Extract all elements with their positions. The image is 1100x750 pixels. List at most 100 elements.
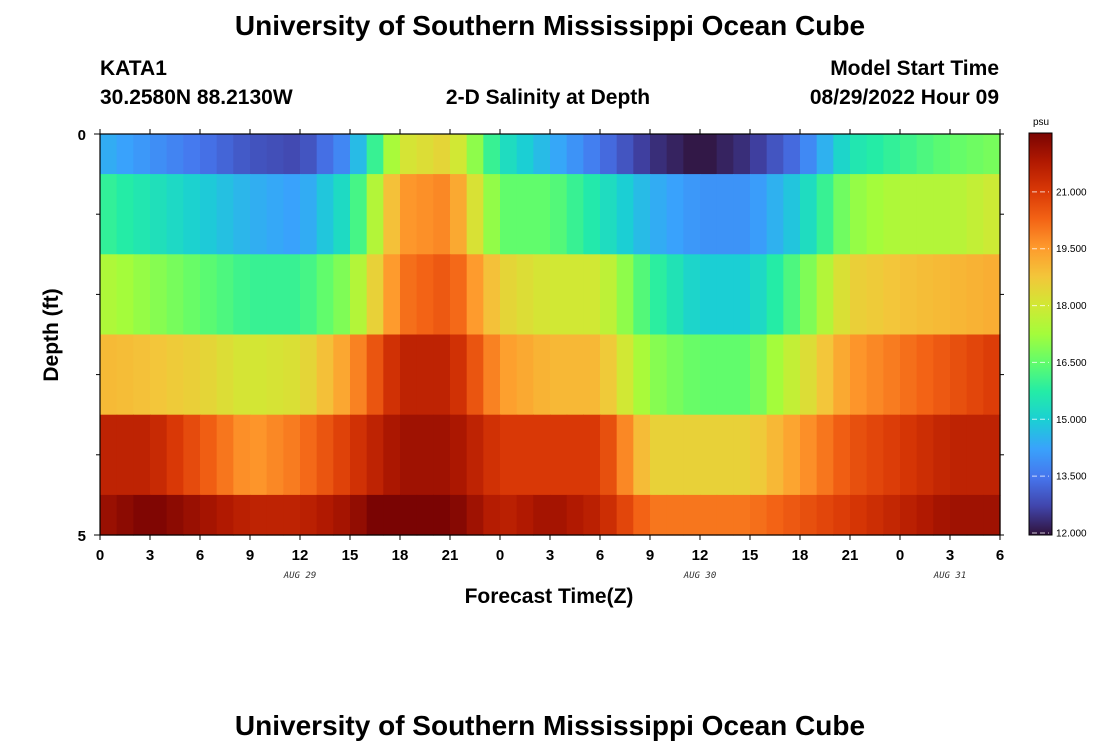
heatmap-cell	[933, 414, 951, 496]
heatmap-cell	[450, 134, 468, 175]
heatmap-cell	[533, 174, 551, 255]
heatmap-cell	[700, 334, 718, 416]
heatmap-cell	[833, 494, 851, 536]
heatmap-cell	[500, 494, 518, 536]
heatmap-cell	[166, 134, 184, 175]
heatmap-cell	[183, 174, 201, 255]
heatmap-cell	[266, 494, 284, 536]
heatmap-cell	[416, 134, 434, 175]
heatmap-cell	[900, 334, 918, 416]
heatmap-cell	[850, 334, 868, 416]
heatmap-cell	[316, 494, 334, 536]
heatmap-cell	[383, 334, 401, 416]
heatmap-cell	[766, 174, 784, 255]
heatmap-cell	[483, 174, 501, 255]
heatmap-cell	[233, 414, 251, 496]
station-coordinates: 30.2580N 88.2130W	[100, 86, 293, 109]
heatmap-cell	[583, 254, 601, 336]
heatmap-cell	[366, 174, 384, 255]
heatmap-cell	[466, 134, 484, 175]
y-axis: 05	[78, 127, 1004, 545]
heatmap-cell	[700, 414, 718, 496]
heatmap-cell	[100, 174, 118, 255]
heatmap-cell	[500, 254, 518, 336]
heatmap-cell	[966, 334, 984, 416]
heatmap-cell	[616, 414, 634, 496]
heatmap-cell	[283, 134, 301, 175]
heatmap-cell	[400, 134, 418, 175]
heatmap-cell	[583, 494, 601, 536]
heatmap-cell	[833, 174, 851, 255]
heatmap-cell	[483, 494, 501, 536]
heatmap-cell	[966, 174, 984, 255]
heatmap-cell	[633, 134, 651, 175]
x-tick-label: 6	[596, 547, 604, 564]
heatmap-cell	[166, 174, 184, 255]
heatmap-cell	[466, 334, 484, 416]
heatmap-cell	[883, 134, 901, 175]
heatmap-cell	[716, 134, 734, 175]
heatmap-cell	[533, 414, 551, 496]
heatmap-cell	[433, 334, 451, 416]
heatmap-cell	[150, 414, 168, 496]
heatmap-cell	[683, 254, 701, 336]
heatmap-cell	[966, 254, 984, 336]
heatmap-cell	[266, 174, 284, 255]
heatmap-cell	[450, 174, 468, 255]
heatmap-cell	[850, 414, 868, 496]
heatmap-cell	[700, 254, 718, 336]
heatmap-cell	[966, 494, 984, 536]
heatmap-cell	[866, 254, 884, 336]
heatmap-cell	[566, 134, 584, 175]
heatmap-cell	[466, 254, 484, 336]
x-tick-label: 21	[842, 547, 859, 564]
x-tick-label: 3	[546, 547, 554, 564]
date-label: AUG 30	[683, 571, 717, 581]
heatmap-cell	[116, 254, 134, 336]
heatmap-cell	[566, 414, 584, 496]
heatmap-cell	[366, 334, 384, 416]
heatmap-cell	[200, 334, 218, 416]
heatmap-cell	[516, 254, 534, 336]
heatmap-cell	[516, 494, 534, 536]
heatmap-cell	[633, 414, 651, 496]
heatmap-cell	[450, 334, 468, 416]
x-tick-label: 18	[392, 547, 409, 564]
heatmap-cell	[833, 334, 851, 416]
heatmap-cell	[983, 494, 1001, 536]
heatmap-cell	[100, 494, 118, 536]
heatmap-cell	[750, 254, 768, 336]
heatmap-cell	[483, 414, 501, 496]
heatmap-cell	[416, 334, 434, 416]
heatmap-cell	[850, 494, 868, 536]
heatmap-cell	[733, 174, 751, 255]
heatmap-cell	[533, 494, 551, 536]
heatmap-cell	[516, 334, 534, 416]
heatmap-cell	[633, 334, 651, 416]
heatmap-cell	[883, 414, 901, 496]
heatmap-cell	[600, 134, 618, 175]
heatmap-cell	[183, 134, 201, 175]
heatmap-cell	[383, 414, 401, 496]
heatmap-cell	[116, 494, 134, 536]
heatmap-cell	[616, 494, 634, 536]
heatmap-cell	[700, 134, 718, 175]
heatmap-cell	[550, 174, 568, 255]
heatmap-cell	[433, 174, 451, 255]
date-label: AUG 29	[283, 571, 317, 581]
heatmap-cell	[966, 134, 984, 175]
heatmap-cell	[916, 414, 934, 496]
heatmap-cell	[800, 494, 818, 536]
heatmap-cell	[116, 414, 134, 496]
heatmap-cell	[783, 254, 801, 336]
heatmap-cell	[800, 414, 818, 496]
heatmap-cell	[916, 134, 934, 175]
heatmap-cell	[600, 254, 618, 336]
heatmap-cell	[250, 494, 268, 536]
heatmap-cell	[150, 334, 168, 416]
x-tick-label: 3	[146, 547, 154, 564]
heatmap-cell	[550, 334, 568, 416]
heatmap-cell	[433, 134, 451, 175]
heatmap-cell	[583, 334, 601, 416]
